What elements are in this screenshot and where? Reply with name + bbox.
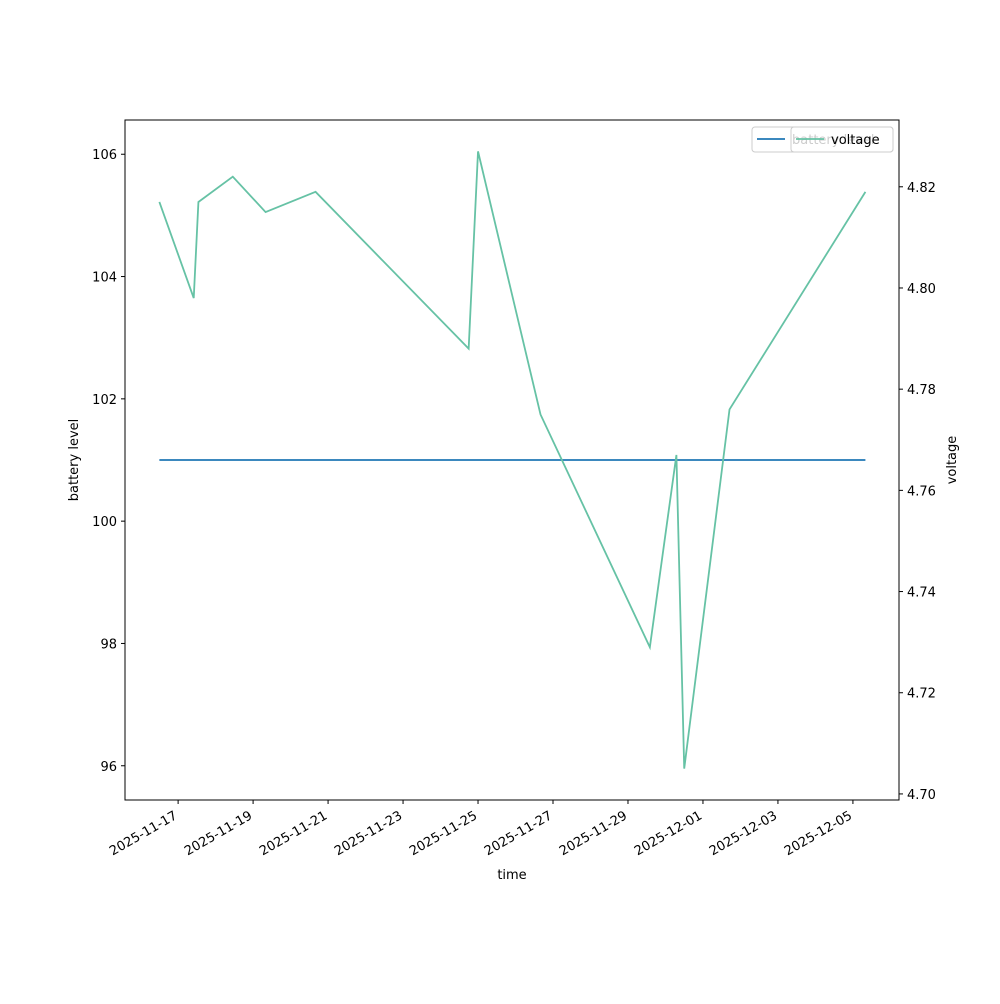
y2-tick-label: 4.74 [907,586,936,601]
x-tick-label: 2025-12-01 [632,808,705,859]
legend-label: voltage [831,133,880,148]
x-tick-label: 2025-11-17 [107,808,180,859]
line-series [158,151,867,769]
x-axis-label: time [497,868,526,883]
y-tick-label: 106 [92,148,117,163]
x-tick-label: 2025-12-05 [782,808,855,859]
x-tick-label: 2025-11-29 [557,808,630,859]
x-tick-label: 2025-11-23 [332,808,405,859]
x-tick-label: 2025-11-21 [257,808,330,859]
y-tick-label: 100 [92,515,117,530]
y-tick-label: 104 [92,271,117,286]
y2-tick-label: 4.70 [907,788,936,803]
x-tick-label: 2025-11-27 [482,808,555,859]
y2-tick-label: 4.76 [907,484,936,499]
y-axis-label: battery level [67,419,82,502]
x-tick-label: 2025-12-03 [707,808,780,859]
plot-frame [124,119,900,801]
y-tick-label: 96 [100,760,117,775]
y-tick-label: 98 [100,637,117,652]
y-tick-label: 102 [92,393,117,408]
x-tick-label: 2025-11-25 [407,808,480,859]
legend-box [790,126,894,153]
y2-tick-label: 4.82 [907,181,936,196]
x-tick-label: 2025-11-19 [182,808,255,859]
y2-tick-label: 4.78 [907,383,936,398]
y2-axis-label: voltage [945,436,960,485]
y2-tick-label: 4.72 [907,687,936,702]
y2-tick-label: 4.80 [907,282,936,297]
